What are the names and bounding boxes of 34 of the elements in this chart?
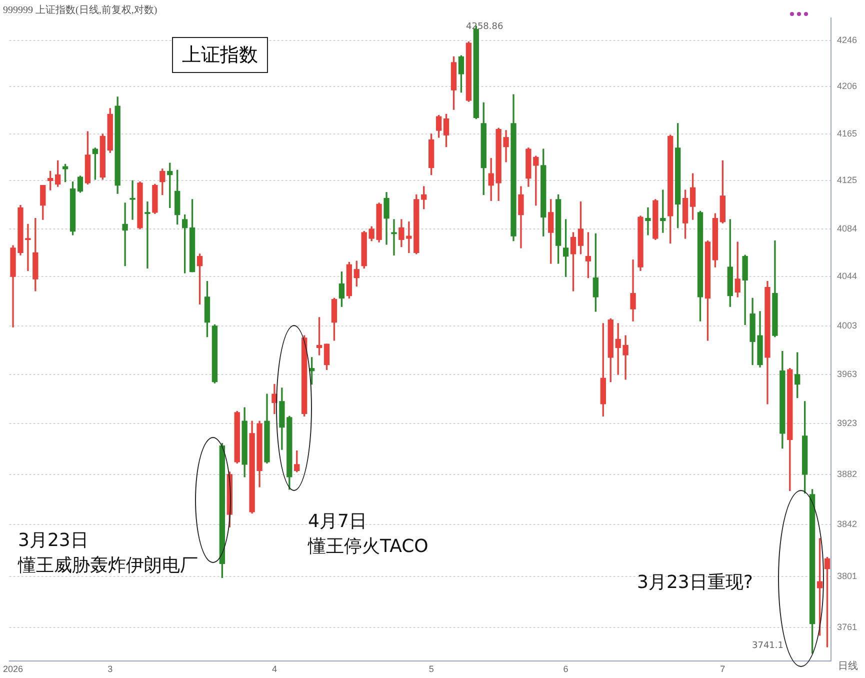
y-tick-label: 3801 bbox=[836, 570, 858, 581]
candlestick bbox=[645, 207, 651, 236]
y-tick-label: 3882 bbox=[836, 468, 858, 479]
y-tick-label: 4044 bbox=[836, 271, 858, 282]
y-tick-label: 4003 bbox=[836, 320, 858, 330]
y-tick-label: 4165 bbox=[836, 128, 858, 138]
candlestick bbox=[144, 201, 150, 269]
y-tick-label: 3963 bbox=[836, 368, 858, 379]
x-tick-label: 5 bbox=[428, 664, 434, 674]
y-tick-label: 3761 bbox=[836, 622, 858, 632]
annotation: 3741.1 bbox=[752, 640, 784, 652]
x-tick-label: 6 bbox=[563, 664, 568, 674]
annotation: 4月7日 bbox=[308, 510, 367, 534]
x-tick-label: 3 bbox=[108, 664, 113, 674]
annotation: 懂王威胁轰炸伊朗电厂 bbox=[18, 554, 198, 578]
chart-subtitle: 999999 上证指数(日线,前复权,对数) bbox=[3, 4, 158, 17]
annotation: 3月23日重现? bbox=[637, 571, 753, 595]
annotation: 懂王停火TACO bbox=[308, 535, 428, 559]
y-tick-label: 4084 bbox=[836, 223, 858, 234]
text: 上证指数 bbox=[172, 37, 268, 73]
x-tick-label: 7 bbox=[720, 664, 726, 674]
annotation: 3月23日 bbox=[18, 529, 88, 553]
text: 日线 bbox=[838, 661, 858, 673]
y-tick-label: 4206 bbox=[836, 81, 858, 92]
y-tick-label: 4246 bbox=[836, 35, 858, 46]
y-tick-label: 3842 bbox=[836, 519, 858, 530]
candlestick bbox=[130, 180, 136, 220]
y-tick-label: 3923 bbox=[836, 418, 858, 428]
candlestick bbox=[391, 219, 397, 256]
candlestick bbox=[122, 202, 128, 266]
y-tick-label: 4125 bbox=[836, 175, 858, 186]
x-tick-label: 2026 bbox=[2, 664, 24, 674]
x-tick-label: 4 bbox=[272, 664, 277, 674]
annotation: 4258.86 bbox=[466, 21, 504, 33]
